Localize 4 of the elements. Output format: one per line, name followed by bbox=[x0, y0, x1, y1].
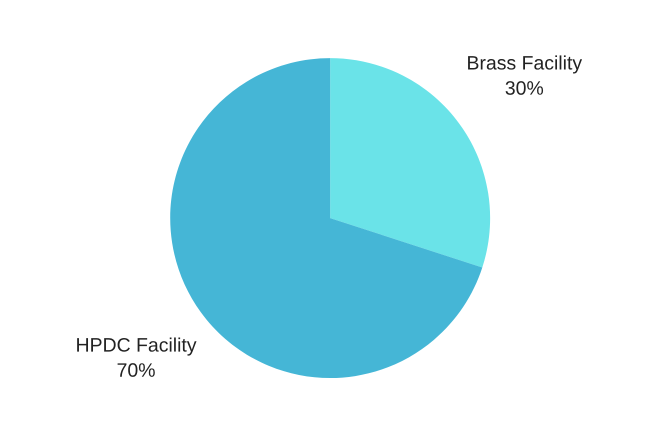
slice-label: HPDC Facility bbox=[77, 337, 197, 356]
data-label: 70% bbox=[118, 363, 155, 377]
data-label: 30% bbox=[506, 81, 544, 95]
slice-label: Brass Facility bbox=[468, 55, 582, 74]
